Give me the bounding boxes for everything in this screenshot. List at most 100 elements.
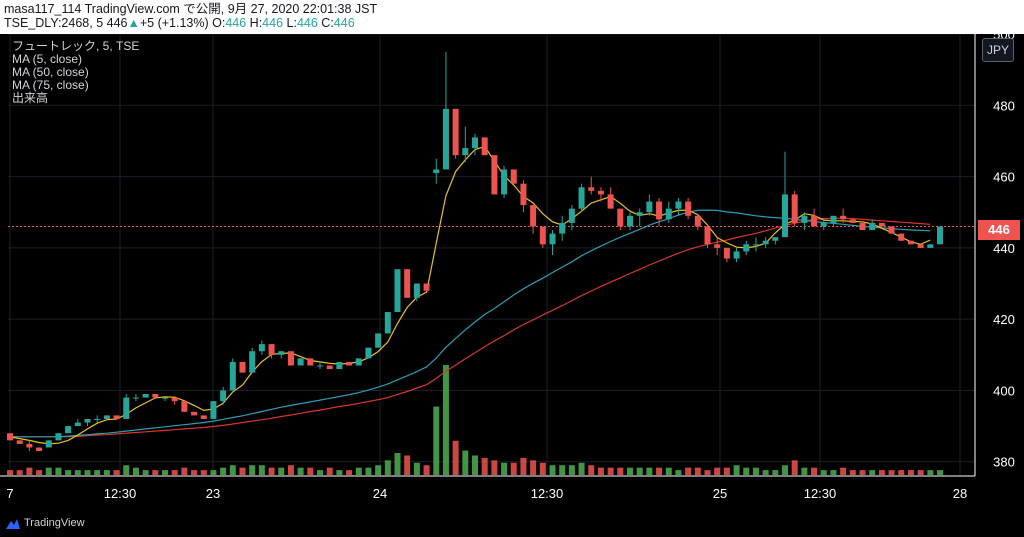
symbol-ohlc-line: TSE_DLY:2468, 5 446▲+5 (+1.13%) O:446 H:… xyxy=(4,16,355,31)
candle-body xyxy=(94,418,101,420)
candle-body xyxy=(704,226,711,245)
low-value: 446 xyxy=(296,16,318,30)
candle-body xyxy=(927,244,934,248)
candle-body xyxy=(530,205,537,227)
candle-body xyxy=(355,358,362,366)
volume-bar xyxy=(472,455,478,475)
high-value: 446 xyxy=(262,16,284,30)
x-tick-label: 12:30 xyxy=(104,486,137,501)
legend-volume: 出来高 xyxy=(12,91,49,105)
candle-body xyxy=(365,347,372,359)
footer: TradingView xyxy=(0,511,1024,537)
candle-body xyxy=(849,219,856,223)
candle-body xyxy=(888,226,895,234)
candle-body xyxy=(472,137,478,149)
candle-body xyxy=(132,397,139,399)
legend-title: フュートレック, 5, TSE xyxy=(12,39,140,53)
volume-bar xyxy=(200,470,207,475)
candle-body xyxy=(762,240,769,245)
candle-body xyxy=(539,226,546,245)
ma5-line xyxy=(9,145,931,445)
volume-bar xyxy=(152,470,159,475)
candle-body xyxy=(307,358,314,366)
volume-bar xyxy=(74,470,81,475)
volume-bar xyxy=(617,467,624,475)
volume-bar xyxy=(782,465,788,475)
candle-body xyxy=(278,351,285,355)
volume-bar xyxy=(442,365,449,475)
volume-bar xyxy=(268,467,275,475)
candle-body xyxy=(65,426,72,434)
volume-bar xyxy=(627,467,633,475)
candle-body xyxy=(152,394,159,398)
volume-bar xyxy=(830,470,837,475)
candle-body xyxy=(394,269,401,313)
candle-body xyxy=(462,148,469,156)
currency-button[interactable]: JPY xyxy=(982,38,1014,62)
candle-body xyxy=(859,222,866,231)
footer-brand: TradingView xyxy=(24,517,85,529)
volume-bar xyxy=(588,465,595,475)
volume-bar xyxy=(462,450,469,475)
volume-bar xyxy=(801,467,808,475)
volume-bar xyxy=(568,465,575,475)
candle-body xyxy=(191,411,198,416)
candle-body xyxy=(830,215,837,223)
volume-bar xyxy=(84,470,91,475)
candle-body xyxy=(45,440,52,448)
volume-bar xyxy=(840,467,847,475)
tradingview-logo-icon xyxy=(6,519,20,529)
candle-body xyxy=(937,226,943,245)
candle-body xyxy=(181,401,188,412)
price-chart[interactable]: 380400420440460480500712:30232412:302512… xyxy=(0,34,1024,511)
x-tick-label: 25 xyxy=(713,486,727,501)
candle-body xyxy=(258,344,265,352)
candle-body xyxy=(297,358,304,366)
volume-bar xyxy=(375,465,382,475)
candle-body xyxy=(413,283,420,298)
candle-body xyxy=(772,237,779,241)
close-value: 446 xyxy=(333,16,355,30)
volume-bar xyxy=(636,467,643,475)
candle-body xyxy=(782,194,788,238)
volume-bar xyxy=(210,470,217,475)
volume-bar xyxy=(927,470,934,475)
volume-bar xyxy=(714,467,721,475)
symbol-prefix: TSE_DLY:2468, 5 446 xyxy=(4,16,128,30)
volume-bar xyxy=(220,467,227,475)
volume-bar xyxy=(723,467,730,475)
y-tick-label: 440 xyxy=(993,241,1015,256)
volume-bar xyxy=(481,457,488,475)
candle-body xyxy=(326,365,333,370)
change-value: +5 (+1.13%) xyxy=(139,16,209,30)
candle-body xyxy=(16,440,23,444)
volume-bar xyxy=(820,470,827,475)
candle-body xyxy=(442,108,449,170)
x-tick-label: 12:30 xyxy=(531,486,564,501)
candle-body xyxy=(423,283,430,291)
volume-bar xyxy=(317,470,323,475)
volume-bar xyxy=(859,470,866,475)
candle-body xyxy=(452,108,459,156)
candle-body xyxy=(346,361,353,366)
candle-body xyxy=(220,390,227,402)
candle-body xyxy=(627,215,633,227)
volume-bar xyxy=(539,462,546,475)
header-bar: masa117_114 TradingView.com で公開, 9月 27, … xyxy=(0,0,1024,34)
volume-bar xyxy=(646,467,653,475)
volume-bar xyxy=(704,470,711,475)
ma75-line xyxy=(10,217,931,438)
volume-bar xyxy=(743,467,750,475)
candle-body xyxy=(317,365,323,367)
candle-body xyxy=(597,190,604,195)
volume-bar xyxy=(675,470,682,475)
candle-body xyxy=(384,312,391,334)
candle-body xyxy=(820,222,827,227)
candle-body xyxy=(7,433,13,441)
candle-body xyxy=(433,169,440,174)
volume-bar xyxy=(510,462,517,475)
volume-bar xyxy=(888,470,895,475)
candle-body xyxy=(162,397,168,399)
candle-body xyxy=(404,269,411,298)
volume-bar xyxy=(811,467,818,475)
